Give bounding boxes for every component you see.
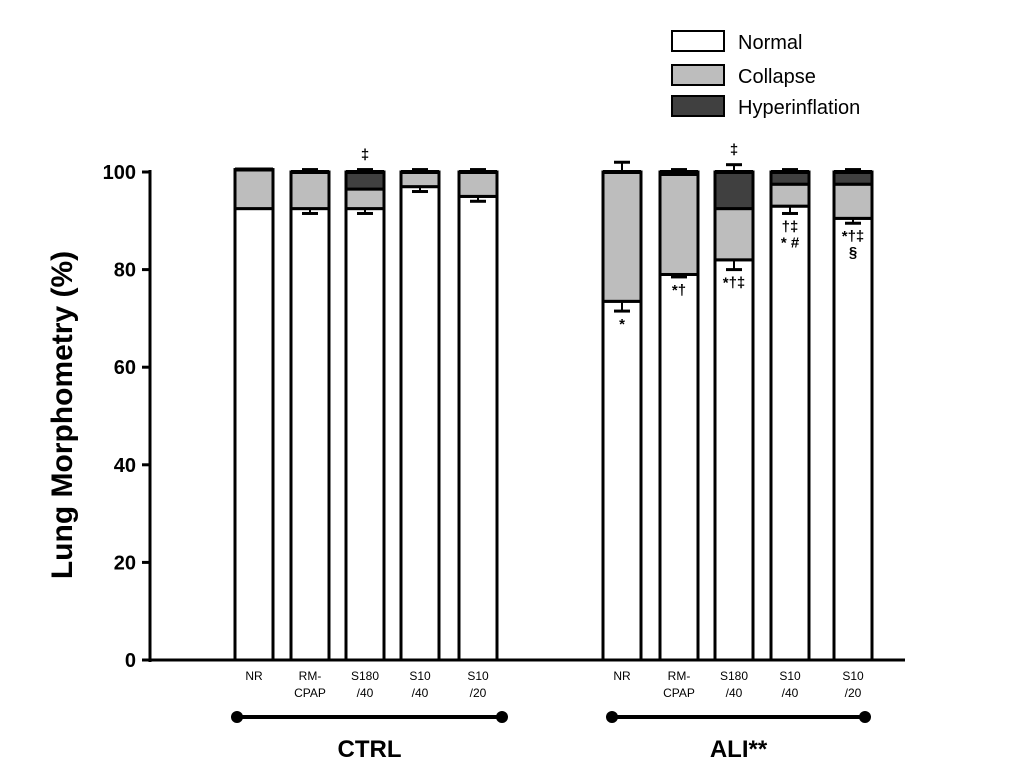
annotation-below: § [849,244,857,261]
bar-normal [344,207,386,662]
y-axis-label: Lung Morphometry (%) [46,251,79,579]
category-label: S180 [720,669,748,683]
category-label: RM- [299,669,322,683]
bar-normal [601,299,643,662]
bar-collapse [233,168,275,211]
group-bracket-end [231,711,243,723]
bar-normal [713,258,755,662]
legend-label: Normal [738,32,802,54]
category-label: NR [245,669,263,683]
bar-normal [769,204,811,662]
bar-normal [658,272,700,662]
group-brackets: CTRL ALI** [231,711,871,763]
category-label: /40 [782,686,799,700]
legend-label: Hyperinflation [738,97,860,119]
y-tick-label: 0 [125,650,136,672]
group-bracket-end [606,711,618,723]
bar-collapse [658,172,700,276]
group-label: CTRL [338,736,402,763]
legend: Normal Collapse Hyperinflation [671,30,860,119]
bar-normal [289,207,331,662]
legend-swatch-collapse [671,64,725,86]
category-label: S10 [467,669,489,683]
category-label: S10 [409,669,431,683]
bar-collapse [399,170,441,189]
bar-collapse [769,182,811,208]
category-label: /40 [412,686,429,700]
bar-normal [233,207,275,662]
bar-collapse [601,170,643,303]
annotation-below: * [619,316,625,333]
bar-collapse [832,182,874,220]
x-axis-labels: NR RM- CPAP S180/40 S10/40 S10/20 NR RM- CPAP S18… [245,669,864,700]
category-label: NR [613,669,631,683]
category-label: S180 [351,669,379,683]
y-tick-label: 20 [114,552,136,574]
annotation-below: *†‡ [842,228,865,245]
bar-collapse [289,170,331,211]
category-label: S10 [779,669,801,683]
category-label: /20 [470,686,487,700]
annotation-below: †‡ [782,218,799,235]
bars: ‡**†‡*†‡†‡* # *†‡§ [233,142,874,662]
bar-hyperinflation [344,170,386,191]
group-bracket-end [859,711,871,723]
y-tick-label: 60 [114,357,136,379]
category-label: /40 [357,686,374,700]
bar-hyperinflation [713,170,755,211]
category-label: /20 [845,686,862,700]
bar-collapse [713,207,755,262]
annotation-top: ‡ [730,142,738,159]
y-tick-label: 100 [103,162,136,184]
annotation-below: * # [781,234,800,251]
category-label: CPAP [663,686,695,700]
category-label: /40 [726,686,743,700]
category-label: RM- [668,669,691,683]
group-bracket-end [496,711,508,723]
legend-swatch-hyperinflation [671,95,725,117]
bar-normal [457,194,499,662]
legend-swatch-normal [671,30,725,52]
bar-normal [832,216,874,662]
bar-collapse [344,187,386,211]
annotation-below: *†‡ [723,275,746,292]
category-label: S10 [842,669,864,683]
bar-collapse [457,170,499,198]
y-tick-label: 80 [114,260,136,282]
legend-label: Collapse [738,66,816,88]
y-tick-label: 40 [114,455,136,477]
bar-normal [399,185,441,662]
annotation-top: ‡ [361,147,369,164]
group-label: ALI** [710,736,768,763]
annotation-below: *† [672,282,686,299]
category-label: CPAP [294,686,326,700]
